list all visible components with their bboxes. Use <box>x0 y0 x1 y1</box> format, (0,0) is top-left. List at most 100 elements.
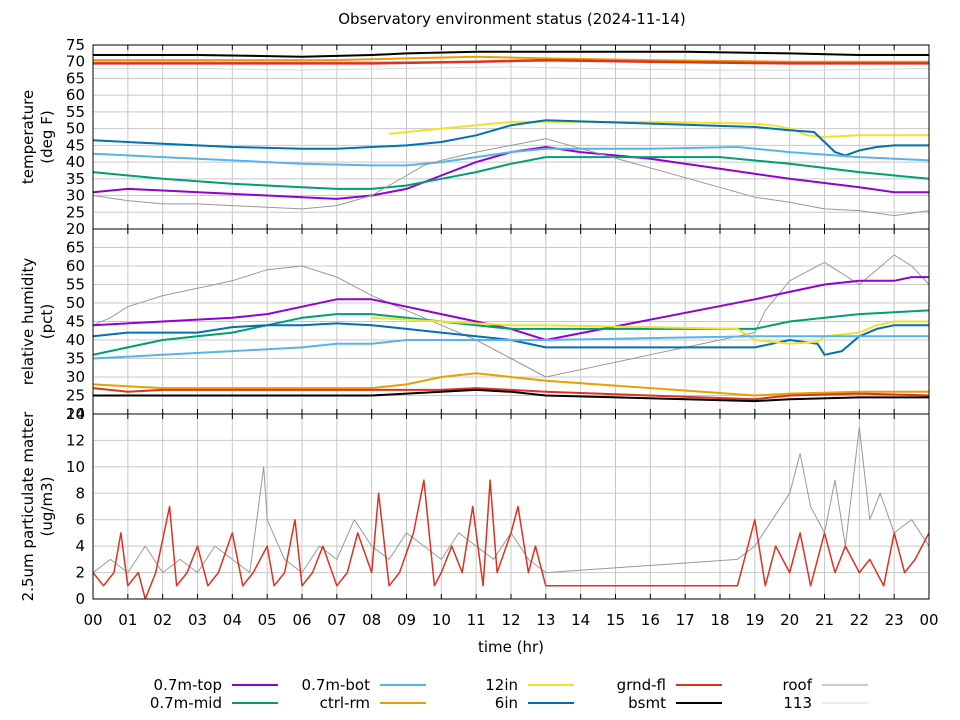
legend-item-grnd-fl: grnd-fl <box>617 676 722 694</box>
x-tick-label: 12 <box>501 611 520 629</box>
x-tick-label: 23 <box>885 611 904 629</box>
series-line-0.7m-mid <box>93 156 929 190</box>
series-group <box>93 50 929 217</box>
legend-item-ctrl-rm: ctrl-rm <box>320 694 426 712</box>
y-axis-unit: (pct) <box>38 304 56 339</box>
x-tick-label: 14 <box>571 611 590 629</box>
y-tick-label: 6 <box>75 511 85 529</box>
legend-label: 6in <box>495 694 518 712</box>
legend-label: bsmt <box>628 694 666 712</box>
legend-item-0.7m-bot: 0.7m-bot <box>302 676 426 694</box>
x-tick-label: 00 <box>919 611 938 629</box>
series-group <box>93 254 929 403</box>
y-tick-label: 14 <box>66 405 85 423</box>
x-tick-label: 18 <box>710 611 729 629</box>
series-line-12in <box>371 316 929 345</box>
legend-label: 12in <box>485 676 518 694</box>
y-tick-label: 50 <box>66 120 85 138</box>
y-tick-label: 50 <box>66 294 85 312</box>
y-tick-label: 55 <box>66 103 85 121</box>
legend-item-6in: 6in <box>495 694 574 712</box>
legend-item-113: 113 <box>783 694 868 712</box>
y-tick-label: 65 <box>66 239 85 257</box>
legend-item-12in: 12in <box>485 676 574 694</box>
y-tick-label: 25 <box>66 203 85 221</box>
y-tick-label: 60 <box>66 86 85 104</box>
series-line-roof <box>93 426 929 574</box>
y-tick-label: 35 <box>66 350 85 368</box>
x-tick-labels: 00 01 02 03 04 05 06 07 08 09 10 11 12 13 14 15 16 17 18 19… <box>83 611 938 629</box>
y-tick-label: 45 <box>66 136 85 154</box>
y-axis-label: 2.5um particulate matter <box>19 411 37 601</box>
x-tick-label: 06 <box>292 611 311 629</box>
legend-label: roof <box>783 676 813 694</box>
x-tick-label: 22 <box>850 611 869 629</box>
y-tick-label: 70 <box>66 53 85 71</box>
y-tick-label: 4 <box>75 537 85 555</box>
y-tick-label: 40 <box>66 153 85 171</box>
series-line-grnd-fl <box>93 58 929 65</box>
x-tick-label: 21 <box>815 611 834 629</box>
series-line-grnd-fl <box>93 387 929 401</box>
series-line-12in <box>389 120 929 138</box>
x-tick-label: 05 <box>258 611 277 629</box>
y-tick-label: 25 <box>66 387 85 405</box>
series-line-6in <box>93 119 929 157</box>
y-tick-label: 45 <box>66 313 85 331</box>
y-tick-label: 2 <box>75 564 85 582</box>
y-tick-label: 12 <box>66 431 85 449</box>
y-tick-label: 20 <box>66 405 85 423</box>
series-line-ctrl-rm <box>93 55 929 63</box>
legend-item-0.7m-mid: 0.7m-mid <box>150 694 278 712</box>
x-tick-label: 10 <box>432 611 451 629</box>
y-tick-label: 65 <box>66 69 85 87</box>
x-tick-label: 11 <box>467 611 486 629</box>
legend-item-0.7m-top: 0.7m-top <box>154 676 278 694</box>
y-tick-label: 30 <box>66 187 85 205</box>
legend-label: ctrl-rm <box>320 694 370 712</box>
y-tick-label: 8 <box>75 484 85 502</box>
x-tick-label: 20 <box>780 611 799 629</box>
y-tick-label: 55 <box>66 276 85 294</box>
y-tick-label: 20 <box>66 220 85 238</box>
x-tick-label: 04 <box>223 611 242 629</box>
legend-label: 0.7m-mid <box>150 694 222 712</box>
x-tick-label: 13 <box>536 611 555 629</box>
series-line-6in <box>93 322 929 356</box>
series-line-roof <box>93 138 929 217</box>
legend-item-bsmt: bsmt <box>628 694 722 712</box>
x-tick-label: 00 <box>83 611 102 629</box>
x-tick-label: 01 <box>118 611 137 629</box>
x-axis-label: time (hr) <box>478 638 544 656</box>
series-line-bsmt <box>93 50 929 58</box>
series-line-ctrl-rm <box>93 372 929 397</box>
y-tick-label: 40 <box>66 331 85 349</box>
legend-item-roof: roof <box>783 676 868 694</box>
legend-label: 0.7m-top <box>154 676 222 694</box>
x-tick-label: 19 <box>745 611 764 629</box>
series-line-0.7m-bot <box>93 146 929 167</box>
legend-label: grnd-fl <box>617 676 666 694</box>
x-tick-label: 16 <box>641 611 660 629</box>
y-axis-label: temperature <box>19 90 37 184</box>
x-tick-label: 17 <box>676 611 695 629</box>
x-tick-label: 15 <box>606 611 625 629</box>
series-line-grnd-fl <box>93 479 929 599</box>
legend-label: 113 <box>783 694 812 712</box>
y-tick-label: 0 <box>75 590 85 608</box>
y-tick-label: 75 <box>66 36 85 54</box>
y-axis-unit: (deg F) <box>38 110 56 163</box>
series-group <box>93 426 929 599</box>
x-tick-label: 08 <box>362 611 381 629</box>
series-line-0.7m-bot <box>93 335 929 360</box>
y-tick-label: 10 <box>66 458 85 476</box>
legend-label: 0.7m-bot <box>302 676 371 694</box>
y-tick-label: 30 <box>66 368 85 386</box>
y-axis-unit: (ug/m3) <box>38 477 56 537</box>
y-axis-label: relative humidity <box>19 258 37 386</box>
